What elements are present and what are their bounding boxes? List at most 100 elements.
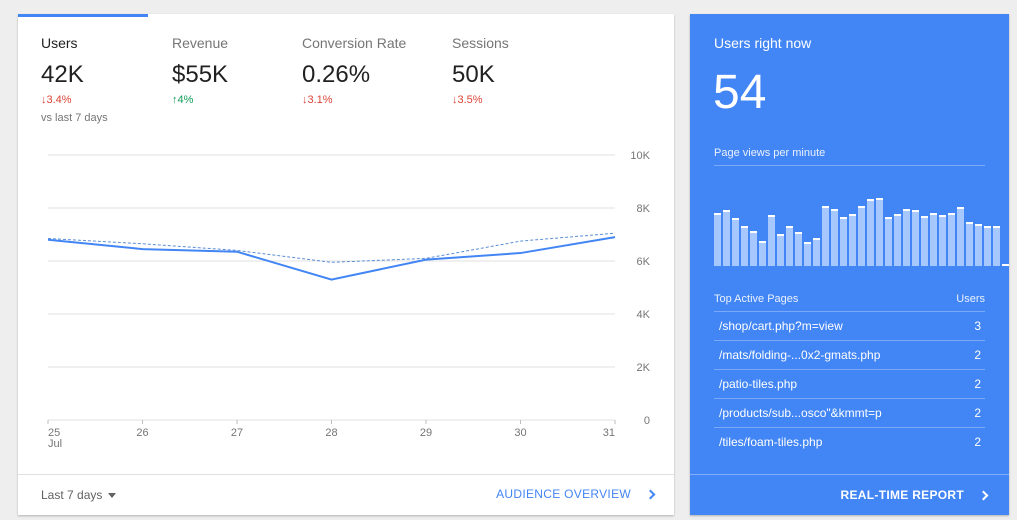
realtime-footer: REAL-TIME REPORT — [690, 474, 1009, 515]
top-pages-header: Top Active Pages Users — [714, 293, 985, 305]
pageviews-bar — [912, 209, 919, 266]
pageviews-bar — [813, 238, 820, 266]
users-column-header: Users — [956, 293, 985, 305]
pageviews-bar — [822, 206, 829, 266]
x-tick-label: 27 — [231, 427, 243, 439]
list-item[interactable]: /patio-tiles.php 2 — [714, 369, 985, 398]
pageviews-bar — [966, 221, 973, 266]
x-tick-label: 25 — [48, 427, 60, 439]
page-path: /tiles/foam-tiles.php — [719, 435, 823, 449]
pageviews-bar — [777, 233, 784, 266]
x-tick-label: 26 — [136, 427, 148, 439]
date-range-label: Last 7 days — [41, 488, 103, 502]
realtime-title: Users right now — [714, 35, 812, 51]
pageviews-bar — [903, 208, 910, 266]
metric-label: Users — [41, 35, 78, 51]
metric-users-tab[interactable]: Users 42K ↓3.4% vs last 7 days — [41, 35, 108, 124]
metric-revenue-tab[interactable]: Revenue $55K ↑4% — [172, 35, 228, 106]
pageviews-bar — [930, 212, 937, 266]
date-range-select[interactable]: Last 7 days — [41, 488, 117, 502]
metric-change: ↑4% — [172, 94, 194, 106]
card-footer: Last 7 days AUDIENCE OVERVIEW — [18, 474, 674, 515]
y-tick-label: 8K — [637, 203, 651, 215]
pageviews-bar — [939, 215, 946, 266]
pageviews-bar — [957, 207, 964, 266]
pageviews-bar — [804, 242, 811, 266]
top-pages-title: Top Active Pages — [714, 293, 799, 305]
y-tick-label: 2K — [637, 362, 651, 374]
realtime-report-label: REAL-TIME REPORT — [840, 488, 964, 502]
realtime-user-count: 54 — [713, 66, 767, 119]
arrow-up-icon: ↑ — [172, 94, 178, 106]
list-item[interactable]: /mats/folding-...0x2-gmats.php 2 — [714, 340, 985, 369]
page-path: /mats/folding-...0x2-gmats.php — [719, 348, 881, 362]
pageviews-bar — [993, 225, 1000, 266]
metric-change: ↓3.1% — [302, 94, 333, 106]
pageviews-bar — [885, 217, 892, 266]
pageviews-bar — [867, 198, 874, 266]
divider — [714, 165, 985, 166]
pageviews-bar — [876, 197, 883, 266]
audience-card: Users 42K ↓3.4% vs last 7 days Revenue $… — [18, 14, 674, 515]
y-tick-label: 0 — [644, 415, 650, 427]
metric-change: ↓3.4% — [41, 94, 72, 106]
pageviews-bar — [921, 216, 928, 266]
pageviews-bar — [849, 213, 856, 266]
users-line-chart[interactable]: 0 2K 4K 6K 8K 10K 25 26 27 28 29 30 31 Jul — [18, 14, 674, 474]
page-path: /products/sub...osco"&kmmt=p — [719, 406, 882, 420]
pageviews-bar — [984, 226, 991, 266]
metric-change: ↓3.5% — [452, 94, 483, 106]
pageviews-bar — [795, 231, 802, 266]
caret-down-icon — [108, 493, 117, 499]
x-tick-sublabel: Jul — [48, 438, 62, 450]
list-item[interactable]: /tiles/foam-tiles.php 2 — [714, 427, 985, 456]
active-tab-indicator — [18, 14, 148, 17]
arrow-down-icon: ↓ — [41, 94, 47, 106]
users-series-line — [47, 236, 616, 281]
pageviews-bar — [975, 223, 982, 266]
pageviews-bar — [831, 208, 838, 266]
pageviews-bar — [723, 209, 730, 266]
x-tick-label: 28 — [325, 427, 337, 439]
arrow-down-icon: ↓ — [302, 94, 308, 106]
metric-compare-text: vs last 7 days — [41, 112, 108, 124]
page-users: 2 — [974, 348, 981, 362]
metric-label: Sessions — [452, 35, 509, 51]
page-users: 2 — [974, 406, 981, 420]
pageviews-bar — [732, 218, 739, 266]
pageviews-bar — [894, 213, 901, 266]
x-tick-label: 31 — [603, 427, 615, 439]
page-users: 2 — [974, 435, 981, 449]
x-tick-label: 30 — [514, 427, 526, 439]
audience-overview-label: AUDIENCE OVERVIEW — [496, 487, 631, 501]
pageviews-per-minute-label: Page views per minute — [714, 147, 826, 159]
pageviews-bar — [948, 212, 955, 266]
pageviews-bar — [750, 231, 757, 266]
realtime-report-link[interactable]: REAL-TIME REPORT — [840, 488, 989, 502]
list-item[interactable]: /shop/cart.php?m=view 3 — [714, 311, 985, 340]
previous-period-line — [47, 232, 616, 263]
metric-sessions-tab[interactable]: Sessions 50K ↓3.5% — [452, 35, 509, 106]
list-item[interactable]: /products/sub...osco"&kmmt=p 2 — [714, 398, 985, 427]
x-tick-label: 29 — [420, 427, 432, 439]
page-path: /patio-tiles.php — [719, 377, 798, 391]
chevron-right-icon — [645, 489, 656, 499]
chevron-right-icon — [978, 490, 989, 500]
metric-value: $55K — [172, 61, 229, 88]
pageviews-bar — [741, 225, 748, 266]
pageviews-bar — [1002, 264, 1009, 266]
y-tick-label: 10K — [630, 150, 650, 162]
page-users: 3 — [974, 319, 981, 333]
y-tick-label: 6K — [637, 256, 651, 268]
pageviews-bar — [759, 241, 766, 266]
page-users: 2 — [974, 377, 981, 391]
audience-overview-link[interactable]: AUDIENCE OVERVIEW — [496, 487, 656, 501]
pageviews-bar-chart — [714, 174, 1009, 266]
top-pages-list: /shop/cart.php?m=view 3 /mats/folding-...… — [714, 311, 985, 456]
realtime-card: Users right now 54 Page views per minute… — [690, 14, 1009, 515]
pageviews-bar — [768, 215, 775, 266]
pageviews-bar — [786, 225, 793, 266]
metric-conversion-rate-tab[interactable]: Conversion Rate 0.26% ↓3.1% — [302, 35, 406, 106]
metric-value: 0.26% — [302, 61, 371, 88]
metric-label: Revenue — [172, 35, 229, 51]
